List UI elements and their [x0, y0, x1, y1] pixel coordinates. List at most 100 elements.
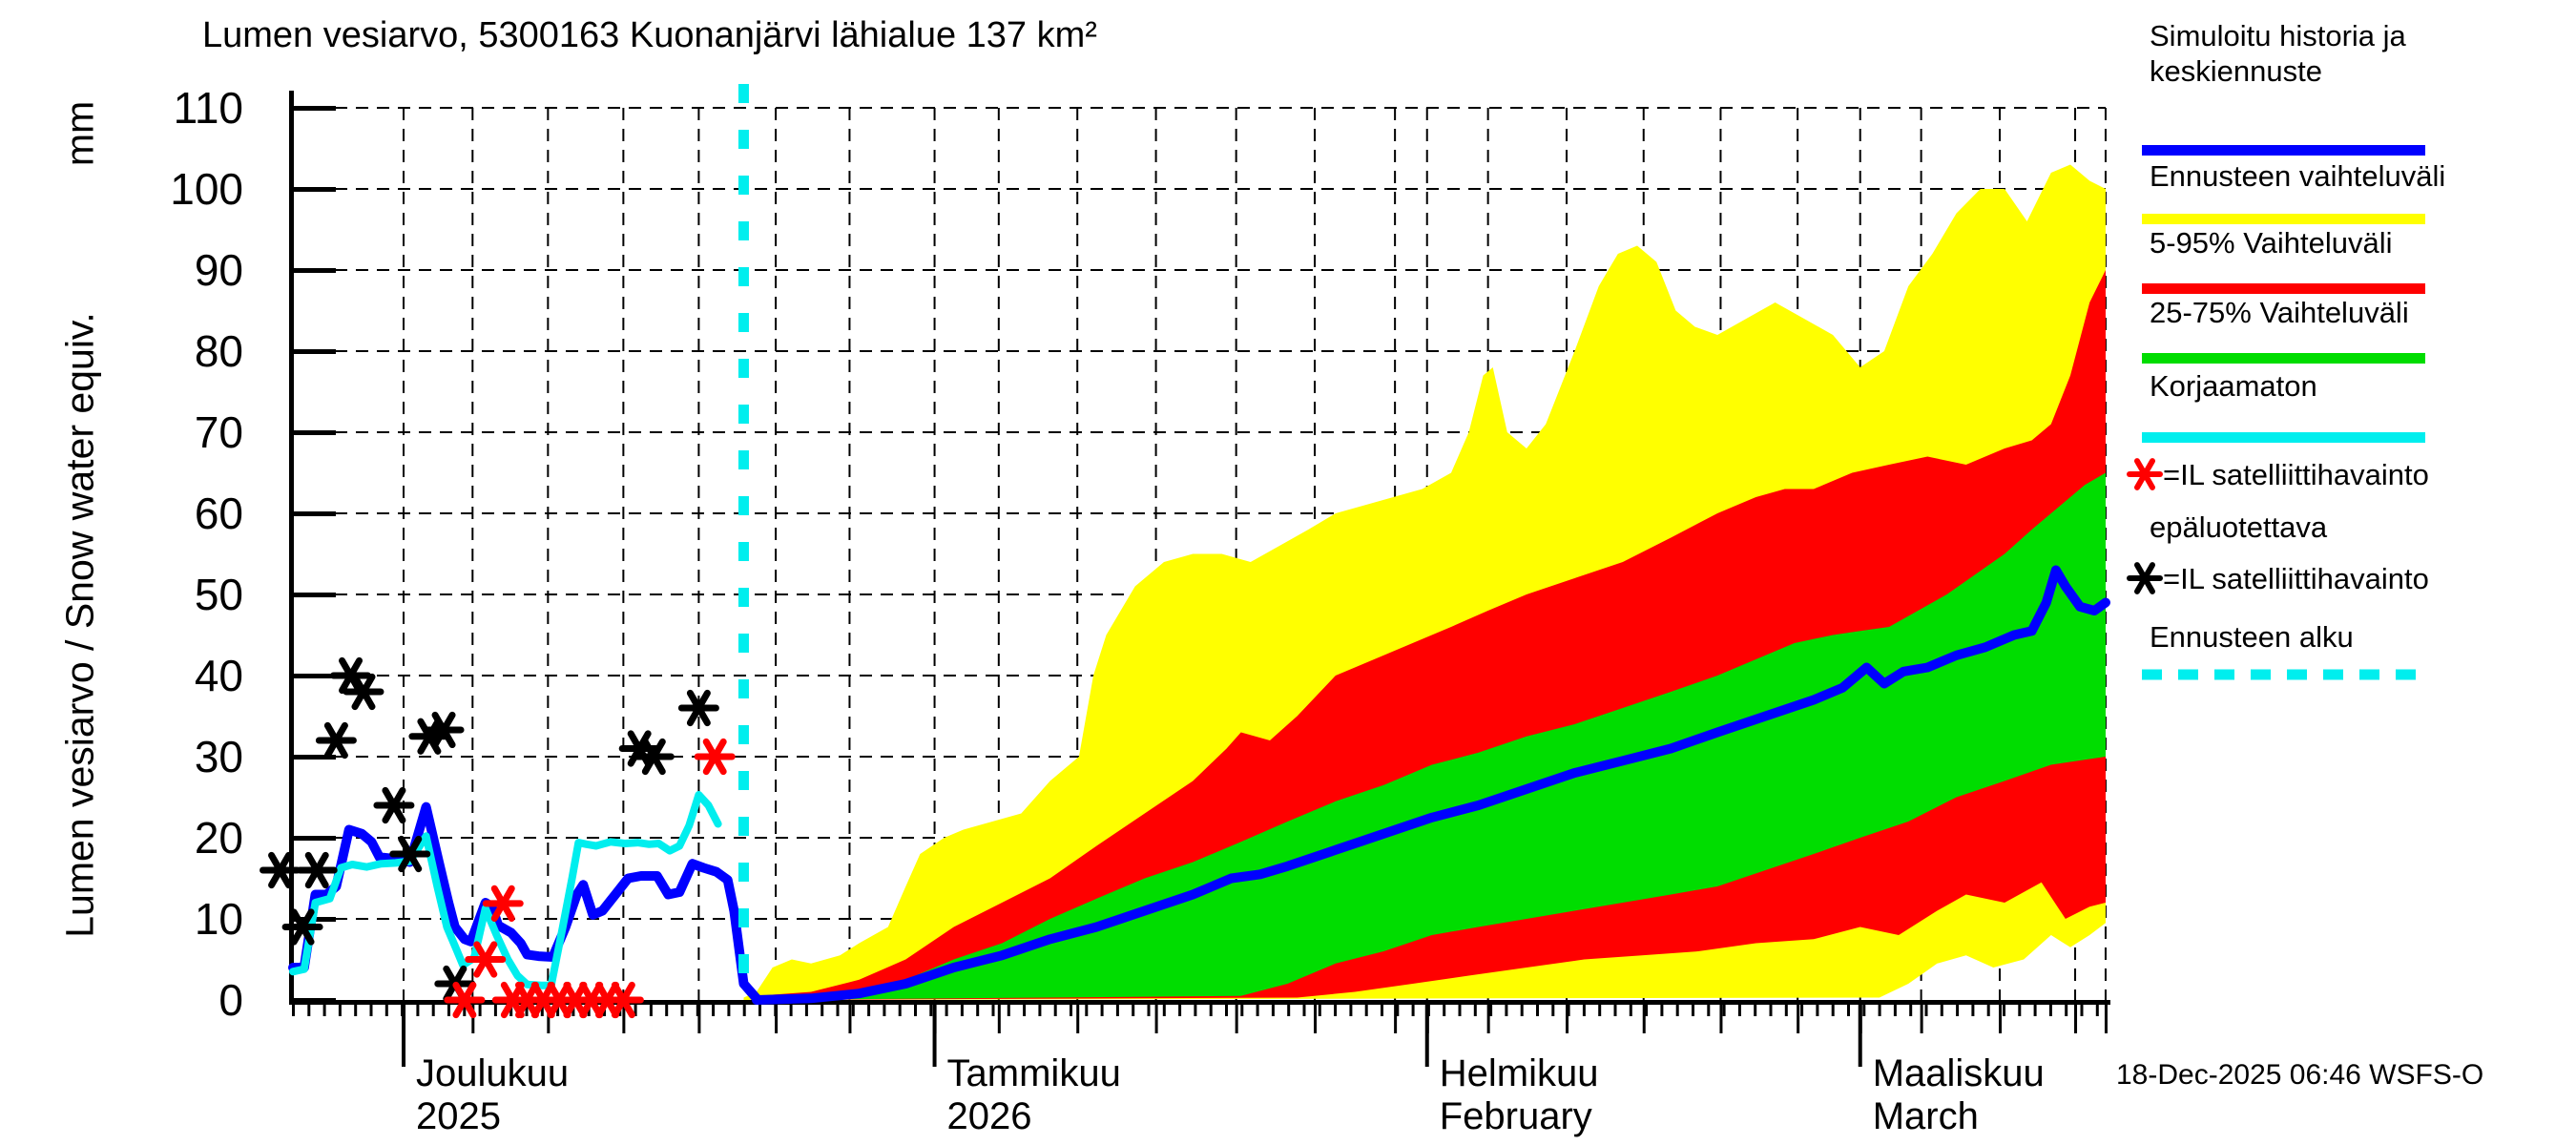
- y-tick-label: 70: [195, 407, 243, 457]
- x-minor-tick: [1023, 1005, 1027, 1016]
- x-minor-tick: [712, 1005, 716, 1016]
- satellite-observation-icon: [343, 673, 384, 711]
- x-minor-tick: [758, 1005, 761, 1016]
- y-tick: [294, 593, 336, 597]
- y-tick: [294, 349, 336, 354]
- satellite-observation-icon: [423, 711, 465, 749]
- x-minor-tick: [1847, 1005, 1850, 1016]
- x-minor-tick: [540, 1005, 544, 1016]
- x-minor-tick: [1225, 1005, 1228, 1016]
- x-minor-tick: [1567, 1005, 1570, 1016]
- x-minor-tick: [821, 1005, 824, 1016]
- x-minor-tick: [1209, 1005, 1213, 1016]
- x-minor-tick: [1971, 1005, 1975, 1016]
- legend-label: =IL satelliittihavainto: [2163, 562, 2429, 595]
- x-minor-tick: [929, 1005, 933, 1016]
- satellite-observation-unreliable-icon: [602, 981, 644, 1019]
- x-month-tick: [1858, 1005, 1862, 1067]
- y-tick-label: 0: [218, 975, 243, 1025]
- x-medium-tick: [471, 1005, 475, 1033]
- x-medium-tick: [1642, 1005, 1646, 1033]
- legend-line-swatch: [2142, 145, 2425, 156]
- x-minor-tick: [945, 1005, 948, 1016]
- x-minor-tick: [1038, 1005, 1042, 1016]
- y-tick-label: 10: [195, 894, 243, 944]
- satellite-observation-icon: [633, 738, 675, 776]
- x-minor-tick: [1443, 1005, 1446, 1016]
- x-minor-tick: [322, 1005, 326, 1016]
- x-minor-tick: [1381, 1005, 1383, 1016]
- x-minor-tick: [914, 1005, 917, 1016]
- x-minor-tick: [1692, 1005, 1694, 1016]
- x-minor-tick: [1769, 1005, 1773, 1016]
- asterisk-spoke: [268, 851, 293, 889]
- x-minor-tick: [447, 1005, 450, 1016]
- y-tick: [294, 836, 336, 841]
- x-medium-tick: [1797, 1005, 1800, 1033]
- x-minor-tick: [1536, 1005, 1539, 1016]
- satellite-observation-icon: [281, 908, 323, 946]
- x-minor-tick: [307, 1005, 311, 1016]
- x-medium-tick: [1920, 1005, 1923, 1033]
- x-minor-tick: [463, 1005, 467, 1016]
- x-minor-tick: [1162, 1005, 1166, 1016]
- x-minor-tick: [416, 1005, 420, 1016]
- series-korjaamaton_uncorrected_cyan: [289, 791, 722, 989]
- asterisk-spoke: [417, 718, 442, 755]
- series-observed_simulated_history_blue: [288, 802, 761, 1004]
- x-minor-tick: [1147, 1005, 1151, 1016]
- x-minor-tick: [1613, 1005, 1617, 1016]
- y-tick-label: 60: [195, 489, 243, 538]
- y-tick-label: 90: [195, 245, 243, 295]
- legend-label: =IL satelliittihavainto: [2163, 458, 2429, 491]
- x-minor-tick: [867, 1005, 871, 1016]
- x-month-sublabel: February: [1440, 1095, 1592, 1137]
- x-minor-tick: [431, 1005, 435, 1016]
- legend-line-swatch: [2142, 283, 2425, 294]
- x-minor-tick: [2095, 1005, 2099, 1016]
- x-medium-tick: [1154, 1005, 1158, 1033]
- satellite-observation-unreliable-icon: [444, 981, 486, 1019]
- x-minor-tick: [789, 1005, 793, 1016]
- x-minor-tick: [292, 1005, 295, 1016]
- x-minor-tick: [2018, 1005, 2022, 1016]
- x-minor-tick: [1194, 1005, 1197, 1016]
- x-minor-tick: [1629, 1005, 1632, 1016]
- x-minor-tick: [1956, 1005, 1960, 1016]
- x-minor-tick: [1364, 1005, 1368, 1016]
- x-minor-tick: [1722, 1005, 1726, 1016]
- asterisk-spoke: [2134, 562, 2155, 594]
- x-minor-tick: [509, 1005, 513, 1016]
- x-minor-tick: [804, 1005, 808, 1016]
- asterisk-spoke: [452, 981, 477, 1019]
- x-minor-tick: [649, 1005, 653, 1016]
- legend-label: Simuloitu historia ja: [2150, 19, 2407, 52]
- x-minor-tick: [1473, 1005, 1477, 1016]
- y-axis-spine: [289, 91, 294, 1005]
- y-tick: [294, 106, 336, 111]
- x-minor-tick: [1007, 1005, 1010, 1016]
- satellite-observation-icon: [260, 851, 301, 889]
- x-minor-tick: [1582, 1005, 1586, 1016]
- legend-item-1: Ennusteen vaihteluväli: [2142, 159, 2445, 224]
- x-minor-tick: [1645, 1005, 1649, 1016]
- x-minor-tick: [493, 1005, 497, 1016]
- x-minor-tick: [1800, 1005, 1804, 1016]
- x-minor-tick: [1100, 1005, 1104, 1016]
- x-medium-tick: [775, 1005, 779, 1033]
- satellite-observation-icon: [296, 851, 338, 889]
- y-tick: [294, 268, 336, 273]
- x-minor-tick: [354, 1005, 358, 1016]
- y-tick: [294, 187, 336, 192]
- x-minor-tick: [571, 1005, 575, 1016]
- asterisk-spoke: [490, 885, 515, 922]
- legend-line-swatch: [2142, 353, 2425, 364]
- x-minor-tick: [1737, 1005, 1741, 1016]
- y-tick: [294, 755, 336, 760]
- x-minor-tick: [1085, 1005, 1089, 1016]
- asterisk-spoke: [473, 941, 498, 978]
- legend-line-swatch: [2142, 214, 2425, 224]
